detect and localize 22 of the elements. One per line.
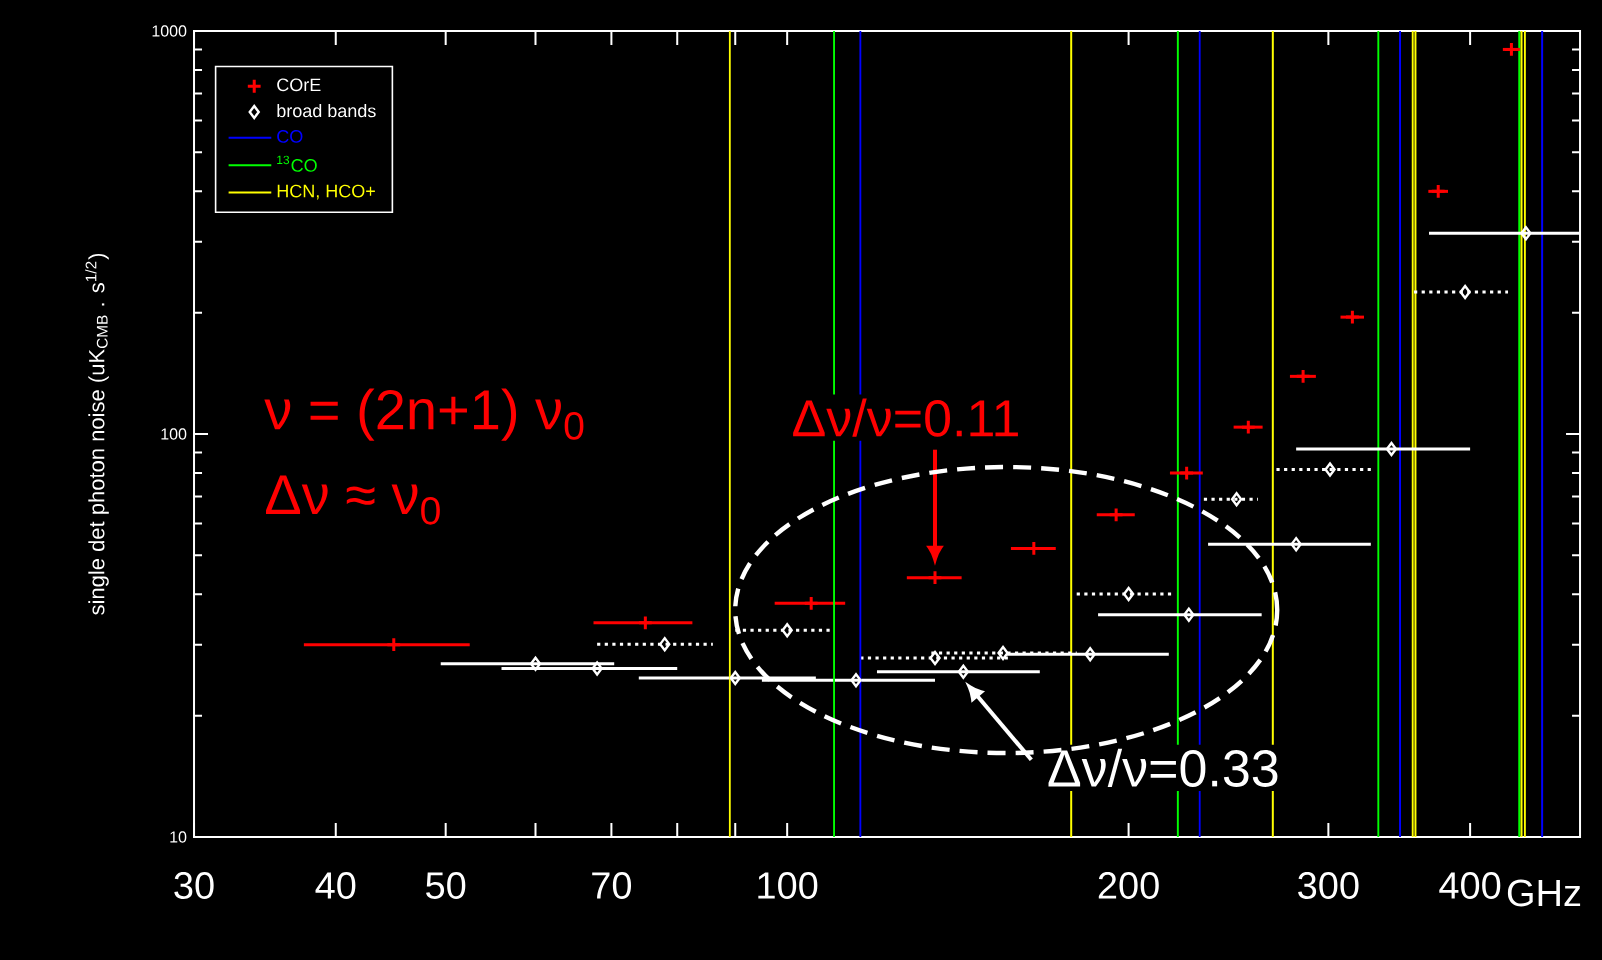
ref-line-label: HCN, HCO+	[277, 184, 375, 200]
ref-line-label: CO	[277, 130, 303, 143]
annotation: Δν/ν=0.11	[793, 398, 1018, 437]
x-tick-label: 30	[174, 872, 214, 899]
x-tick-label: 300	[1298, 872, 1359, 899]
y-tick-label: 100	[161, 428, 187, 440]
x-tick-label: 50	[426, 872, 466, 899]
y-axis-title: single det photon noise (uK$_{CMB}$ . s$^{1/2}$)	[85, 253, 109, 615]
x-tick-label: 400	[1439, 872, 1501, 899]
y-tick-label: 1000	[152, 25, 187, 37]
annotation: Δν ≈ ν$_{0}$	[266, 475, 440, 525]
legend-label: COrE	[277, 78, 321, 92]
x-tick-label: 100	[758, 872, 818, 899]
x-tick-label: 200	[1098, 872, 1159, 899]
x-tick-label: 70	[592, 872, 632, 899]
annotation: ν = (2n+1) ν$_{0}$	[264, 388, 584, 441]
x-axis-title: GHz	[1507, 879, 1581, 907]
ref-line-label: $^{13}$CO	[277, 155, 317, 172]
annotation: Δν/ν=0.33	[1048, 748, 1278, 787]
y-tick-label: 10	[170, 831, 187, 843]
x-tick-label: 40	[315, 872, 356, 899]
legend-label: broad bands	[277, 104, 376, 118]
